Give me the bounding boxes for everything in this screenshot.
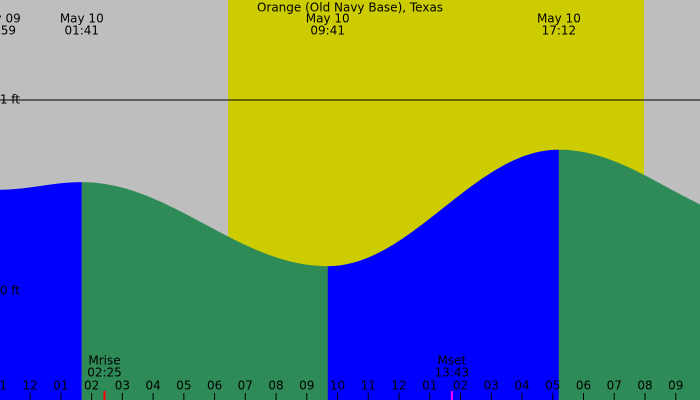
x-tick-label: 04 (514, 379, 529, 393)
x-tick-label: 06 (576, 379, 591, 393)
moon-label: Mset (438, 354, 467, 368)
x-tick-label: 03 (484, 379, 499, 393)
moon-label: Mrise (88, 354, 120, 368)
x-tick-label: 06 (207, 379, 222, 393)
x-tick-label: 04 (145, 379, 160, 393)
x-tick-label: 09 (299, 379, 314, 393)
rising-tide (327, 149, 559, 400)
x-tick-label: 05 (176, 379, 191, 393)
rising-tide (0, 182, 82, 400)
x-tick-label: 01 (53, 379, 68, 393)
x-tick-label: 09 (668, 379, 683, 393)
event-time: 01:41 (64, 24, 99, 38)
moon-time: 13:43 (435, 366, 470, 380)
event-time: 22:59 (0, 24, 16, 38)
x-tick-label: 03 (115, 379, 130, 393)
x-tick-label: 07 (238, 379, 253, 393)
x-tick-label: 05 (545, 379, 560, 393)
event-time: 09:41 (310, 24, 345, 38)
y-tick-label: 0 ft (0, 283, 20, 297)
event-date: May 10 (60, 12, 104, 26)
x-tick-label: 12 (391, 379, 406, 393)
event-date: May 10 (537, 12, 581, 26)
x-tick-label: 08 (268, 379, 283, 393)
event-date: May 10 (306, 12, 350, 26)
x-tick-label: 02 (453, 379, 468, 393)
event-date: May 09 (0, 12, 21, 26)
event-time: 17:12 (542, 24, 577, 38)
x-tick-label: 12 (22, 379, 37, 393)
x-tick-label: 11 (361, 379, 376, 393)
x-tick-label: 02 (84, 379, 99, 393)
chart-title: Orange (Old Navy Base), Texas (257, 1, 443, 15)
x-tick-label: 07 (607, 379, 622, 393)
x-tick-label: 08 (637, 379, 652, 393)
x-tick-label: 10 (330, 379, 345, 393)
moon-time: 02:25 (87, 366, 122, 380)
y-tick-label: 1 ft (0, 93, 20, 107)
x-tick-label: 11 (0, 379, 7, 393)
falling-tide (558, 149, 700, 400)
x-tick-label: 01 (422, 379, 437, 393)
falling-tide (81, 182, 328, 400)
